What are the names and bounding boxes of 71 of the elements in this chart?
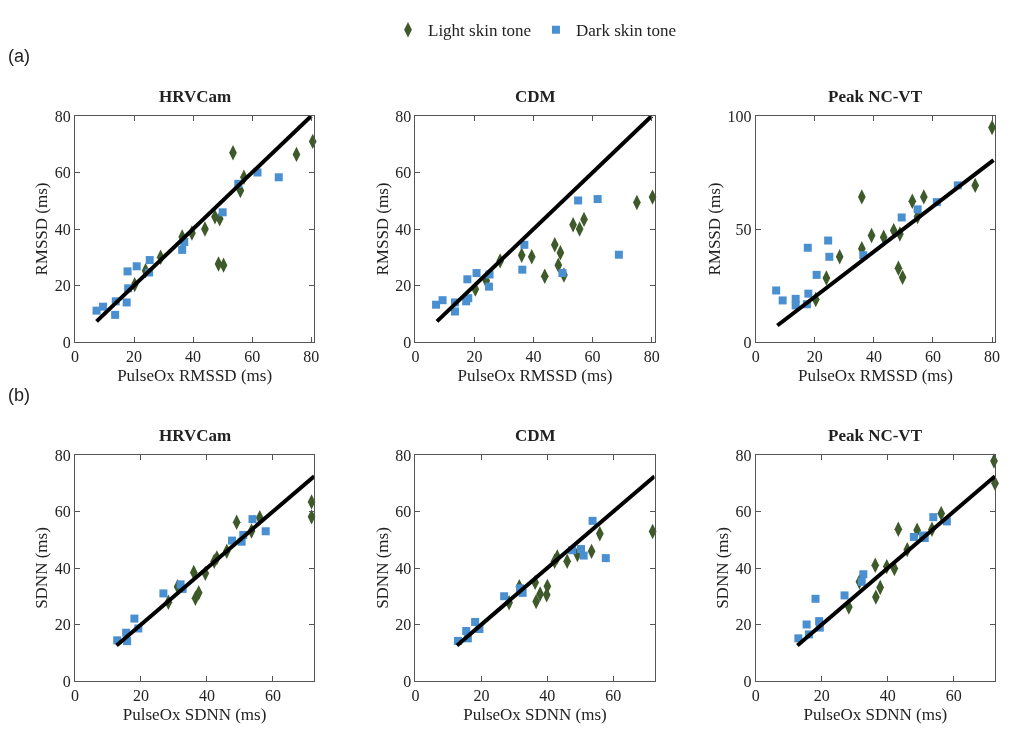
y-tick-label: 40 [395, 559, 412, 577]
y-tick-label: 60 [395, 503, 412, 521]
chart-title: Peak NC-VT [828, 87, 923, 106]
y-tick-label: 40 [54, 559, 71, 577]
x-tick-label: 60 [605, 687, 622, 705]
y-tick-label: 80 [735, 446, 752, 464]
x-tick-label: 20 [473, 687, 490, 705]
y-tick-label: 80 [395, 107, 412, 125]
x-tick-label: 40 [525, 348, 542, 366]
x-tick-label: 20 [126, 348, 143, 366]
y-tick-label: 0 [403, 333, 412, 351]
y-axis-title: SDNN (ms) [713, 527, 733, 609]
y-tick-label: 0 [743, 333, 752, 351]
y-tick-label: 50 [735, 220, 752, 238]
chart-title: HRVCam [159, 426, 232, 445]
x-tick-label: 20 [813, 687, 830, 705]
x-tick-label: 20 [806, 348, 823, 366]
x-tick-label: 80 [984, 348, 1001, 366]
x-axis-title: PulseOx SDNN (ms) [463, 704, 607, 724]
x-tick-label: 60 [244, 348, 261, 366]
y-tick-label: 0 [743, 672, 752, 690]
x-tick-label: 20 [466, 348, 483, 366]
y-tick-label: 60 [54, 503, 71, 521]
chart-title: CDM [515, 426, 556, 445]
x-tick-label: 40 [539, 687, 556, 705]
y-axis-title: RMSSD (ms) [32, 182, 52, 276]
y-tick-label: 20 [54, 277, 71, 295]
legend-label: Dark skin tone [575, 21, 677, 41]
y-tick-label: 0 [403, 672, 412, 690]
x-tick-label: 80 [303, 348, 320, 366]
y-tick-label: 0 [62, 672, 71, 690]
chart-title: Peak NC-VT [828, 426, 923, 445]
chart-title: HRVCam [159, 87, 232, 106]
x-axis-title: PulseOx SDNN (ms) [122, 704, 267, 724]
x-axis-title: PulseOx RMSSD (ms) [117, 365, 273, 385]
x-tick-label: 60 [945, 687, 962, 705]
y-axis-title: SDNN (ms) [32, 527, 52, 609]
y-tick-label: 20 [395, 616, 412, 634]
text: (a) [8, 46, 30, 66]
x-tick-label: 20 [132, 687, 149, 705]
y-tick-label: 100 [727, 107, 752, 125]
x-tick-label: 80 [643, 348, 660, 366]
x-tick-label: 60 [924, 348, 941, 366]
y-tick-label: 0 [62, 333, 71, 351]
y-tick-label: 80 [54, 107, 71, 125]
x-axis-title: PulseOx SDNN (ms) [803, 704, 948, 724]
y-tick-label: 80 [54, 446, 71, 464]
x-tick-label: 40 [198, 687, 215, 705]
x-axis-title: PulseOx RMSSD (ms) [797, 365, 953, 385]
x-tick-label: 40 [879, 687, 896, 705]
y-axis-title: RMSSD (ms) [705, 182, 725, 276]
y-axis-title: SDNN (ms) [372, 527, 392, 609]
y-tick-label: 60 [735, 503, 752, 521]
x-tick-label: 40 [185, 348, 202, 366]
y-tick-label: 80 [395, 446, 412, 464]
y-tick-label: 20 [395, 277, 412, 295]
y-tick-label: 20 [735, 616, 752, 634]
x-tick-label: 40 [865, 348, 882, 366]
y-tick-label: 40 [395, 220, 412, 238]
chart-title: CDM [515, 87, 556, 106]
y-axis-title: RMSSD (ms) [372, 182, 392, 276]
x-axis-title: PulseOx RMSSD (ms) [457, 365, 613, 385]
y-tick-label: 60 [395, 164, 412, 182]
y-tick-label: 60 [54, 164, 71, 182]
y-tick-label: 20 [54, 616, 71, 634]
x-tick-label: 60 [264, 687, 281, 705]
x-tick-label: 60 [584, 348, 601, 366]
text: (b) [8, 385, 30, 405]
y-tick-label: 40 [54, 220, 71, 238]
y-tick-label: 40 [735, 559, 752, 577]
legend-label: Light skin tone [428, 21, 531, 41]
